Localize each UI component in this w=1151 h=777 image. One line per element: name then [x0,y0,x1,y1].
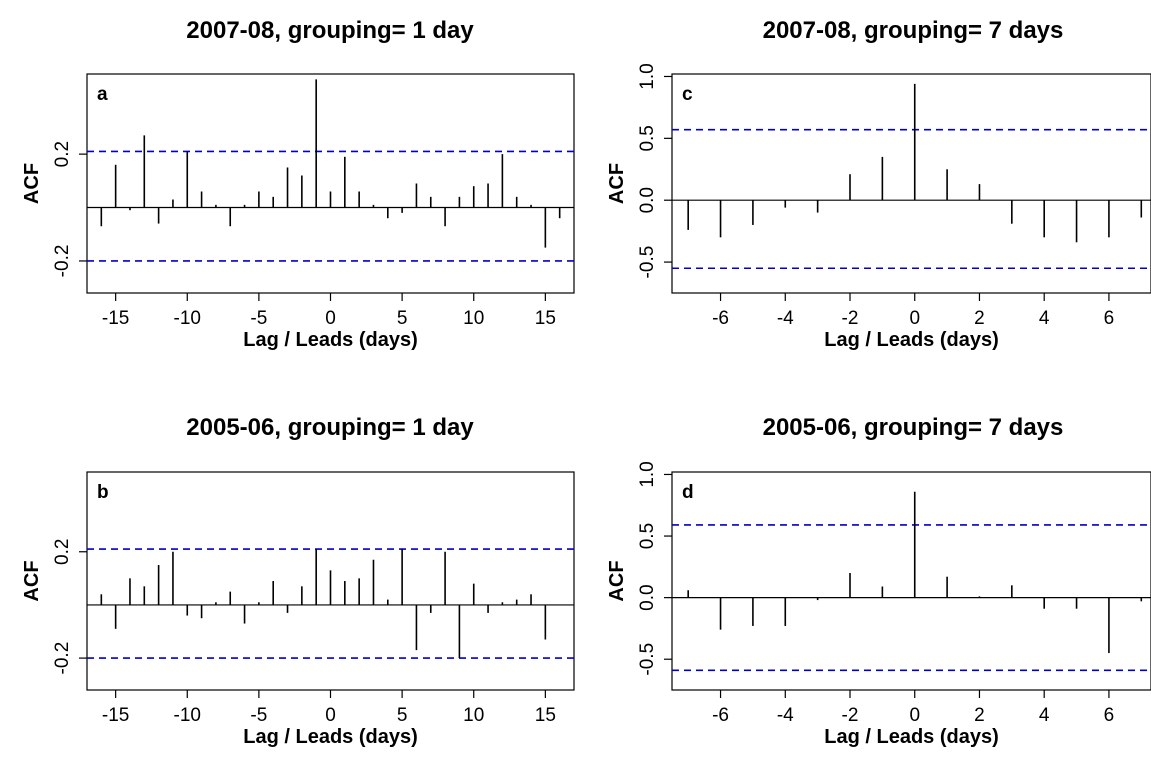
panel-c-x-tick-label-6: 6 [1104,308,1115,329]
panel-a-title: 2007-08, grouping= 1 day [186,17,474,44]
panel-b-title: 2005-06, grouping= 1 day [186,414,474,441]
panel-d-panel-tag: d [682,482,694,503]
panel-c-panel-tag: c [682,84,693,105]
panel-a-x-axis-label: Lag / Leads (days) [243,329,418,351]
panel-c-x-axis-label: Lag / Leads (days) [824,329,999,351]
panel-d-y-axis-label: ACF [606,560,628,601]
panel-d-x-tick-label-neg6: -6 [712,705,729,726]
panel-d-y-tick-label-0: 0.0 [637,584,658,610]
panel-b-x-tick-label-0: 0 [325,705,336,726]
panel-d-x-axis-label: Lag / Leads (days) [824,726,999,748]
panel-b-x-tick-label-neg10: -10 [174,705,201,726]
panel-c-x-tick-label-2: 2 [974,308,985,329]
panel-a-panel-tag: a [97,84,108,105]
panel-a: 2007-08, grouping= 1 day -15 -10 -5 0 5 10 15 -0… [21,17,575,351]
panel-b-x-tick-label-15: 15 [535,705,556,726]
panel-a-x-tick-label-10: 10 [463,308,484,329]
panel-b: 2005-06, grouping= 1 day -15 -10 -5 0 5 10 15 -0… [21,414,575,748]
panel-d-title: 2005-06, grouping= 7 days [763,414,1064,441]
panel-c-x-tick-label-neg4: -4 [777,308,794,329]
panel-a-plot-frame [86,73,575,294]
panel-d-x-tick-label-0: 0 [909,705,920,726]
panel-b-panel-tag: b [97,482,109,503]
panel-d: 2005-06, grouping= 7 days -6 -4 -2 0 2 4 6 -0.5 0… [606,414,1151,748]
panel-d-x-tick-label-neg2: -2 [842,705,859,726]
panel-b-x-tick-label-5: 5 [397,705,408,726]
panel-a-x-tick-label-0: 0 [325,308,336,329]
panel-c-y-axis-label: ACF [606,163,628,204]
panel-c-x-tick-label-neg2: -2 [842,308,859,329]
panel-b-x-tick-label-neg5: -5 [250,705,267,726]
panel-b-y-tick-label-neg0p2: -0.2 [52,642,73,675]
panel-c-title: 2007-08, grouping= 7 days [763,17,1064,44]
panel-a-y-axis-label: ACF [21,163,43,204]
panel-c-x-tick-label-0: 0 [909,308,920,329]
panel-c-y-tick-label-neg0p5: -0.5 [637,246,658,279]
panel-a-x-tick-label-neg5: -5 [250,308,267,329]
panel-b-y-tick-label-0p2: 0.2 [52,539,73,565]
panel-b-x-axis-label: Lag / Leads (days) [243,726,418,748]
panel-a-y-tick-label-neg0p2: -0.2 [52,245,73,278]
panel-c: 2007-08, grouping= 7 days -6 -4 -2 0 2 4 6 -0.5 0… [606,17,1151,351]
panel-b-x-tick-label-neg15: -15 [102,705,129,726]
panel-d-x-tick-label-4: 4 [1039,705,1050,726]
panel-c-y-tick-label-0: 0.0 [637,187,658,213]
panel-a-x-tick-label-5: 5 [397,308,408,329]
panel-c-y-tick-label-1: 1.0 [637,63,658,89]
panel-d-x-tick-label-2: 2 [974,705,985,726]
panel-a-x-tick-label-neg15: -15 [102,308,129,329]
panel-c-y-tick-label-0p5: 0.5 [637,125,658,151]
panel-d-x-tick-label-neg4: -4 [777,705,794,726]
panel-a-x-tick-label-15: 15 [535,308,556,329]
panel-b-x-tick-label-10: 10 [463,705,484,726]
panel-c-x-tick-label-4: 4 [1039,308,1050,329]
panel-c-x-tick-label-neg6: -6 [712,308,729,329]
panel-b-y-axis-label: ACF [21,560,43,601]
panel-a-x-tick-label-neg10: -10 [174,308,201,329]
panel-d-x-tick-label-6: 6 [1104,705,1115,726]
panel-c-plot-frame [671,73,1151,294]
panel-d-y-tick-label-1: 1.0 [637,461,658,487]
panel-a-y-tick-label-0p2: 0.2 [52,141,73,167]
panel-d-y-tick-label-0p5: 0.5 [637,523,658,549]
panel-d-plot-frame [671,471,1151,691]
panel-d-y-tick-label-neg0p5: -0.5 [637,643,658,676]
